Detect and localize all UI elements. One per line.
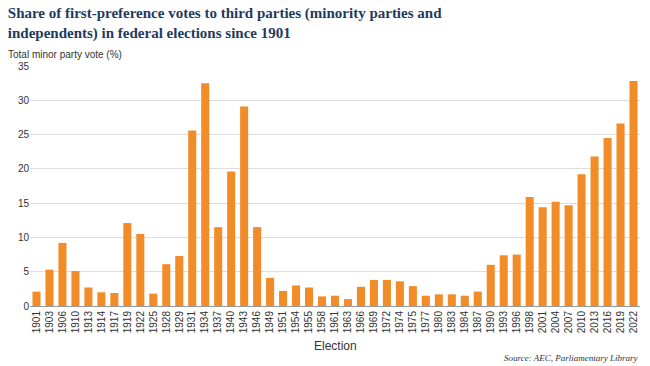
svg-text:1917: 1917 (109, 311, 120, 334)
svg-text:Election: Election (314, 339, 357, 353)
svg-text:1996: 1996 (511, 311, 522, 334)
svg-text:1955: 1955 (303, 311, 314, 334)
svg-text:1954: 1954 (290, 311, 301, 334)
svg-text:1961: 1961 (329, 311, 340, 334)
svg-text:1928: 1928 (161, 311, 172, 334)
svg-text:1987: 1987 (472, 311, 483, 334)
svg-text:15: 15 (18, 198, 30, 209)
svg-text:1906: 1906 (57, 311, 68, 334)
svg-text:10: 10 (18, 232, 30, 243)
svg-text:30: 30 (18, 95, 30, 106)
svg-text:1901: 1901 (31, 311, 42, 334)
svg-text:1946: 1946 (251, 311, 262, 334)
svg-text:1919: 1919 (122, 311, 133, 334)
svg-text:1998: 1998 (524, 311, 535, 334)
svg-text:1990: 1990 (485, 311, 496, 334)
svg-text:2007: 2007 (563, 311, 574, 334)
svg-text:1910: 1910 (70, 311, 81, 334)
svg-text:1969: 1969 (368, 311, 379, 334)
svg-text:1993: 1993 (498, 311, 509, 334)
svg-text:2016: 2016 (602, 311, 613, 334)
svg-text:1914: 1914 (96, 311, 107, 334)
svg-text:Total minor party vote (%): Total minor party vote (%) (8, 49, 122, 60)
svg-text:Share of first-preference vote: Share of first-preference votes to third… (8, 5, 442, 42)
svg-text:2022: 2022 (628, 311, 639, 334)
svg-text:2001: 2001 (537, 311, 548, 334)
svg-text:1980: 1980 (433, 311, 444, 334)
svg-text:5: 5 (23, 266, 29, 277)
svg-text:1903: 1903 (44, 311, 55, 334)
svg-text:1943: 1943 (238, 311, 249, 334)
svg-text:1922: 1922 (135, 311, 146, 334)
svg-text:1949: 1949 (264, 311, 275, 334)
svg-text:1974: 1974 (394, 311, 405, 334)
svg-text:20: 20 (18, 163, 30, 174)
svg-text:1951: 1951 (277, 311, 288, 334)
svg-text:1966: 1966 (355, 311, 366, 334)
svg-text:25: 25 (18, 129, 30, 140)
svg-text:1975: 1975 (407, 311, 418, 334)
svg-text:1937: 1937 (212, 311, 223, 334)
svg-text:1925: 1925 (148, 311, 159, 334)
svg-text:35: 35 (18, 61, 30, 72)
svg-text:1934: 1934 (199, 311, 210, 334)
svg-text:1958: 1958 (316, 311, 327, 334)
svg-text:2010: 2010 (576, 311, 587, 334)
svg-text:1940: 1940 (225, 311, 236, 334)
svg-text:1931: 1931 (186, 311, 197, 334)
svg-text:2004: 2004 (550, 311, 561, 334)
svg-text:1972: 1972 (381, 311, 392, 334)
svg-text:1929: 1929 (174, 311, 185, 334)
svg-text:1963: 1963 (342, 311, 353, 334)
svg-text:Source: AEC, Parliamentary Lib: Source: AEC, Parliamentary Library (504, 353, 638, 363)
svg-text:1984: 1984 (459, 311, 470, 334)
svg-text:2013: 2013 (589, 311, 600, 334)
svg-text:1983: 1983 (446, 311, 457, 334)
svg-text:2019: 2019 (615, 311, 626, 334)
svg-text:1913: 1913 (83, 311, 94, 334)
svg-text:1977: 1977 (420, 311, 431, 334)
svg-text:0: 0 (23, 301, 29, 312)
